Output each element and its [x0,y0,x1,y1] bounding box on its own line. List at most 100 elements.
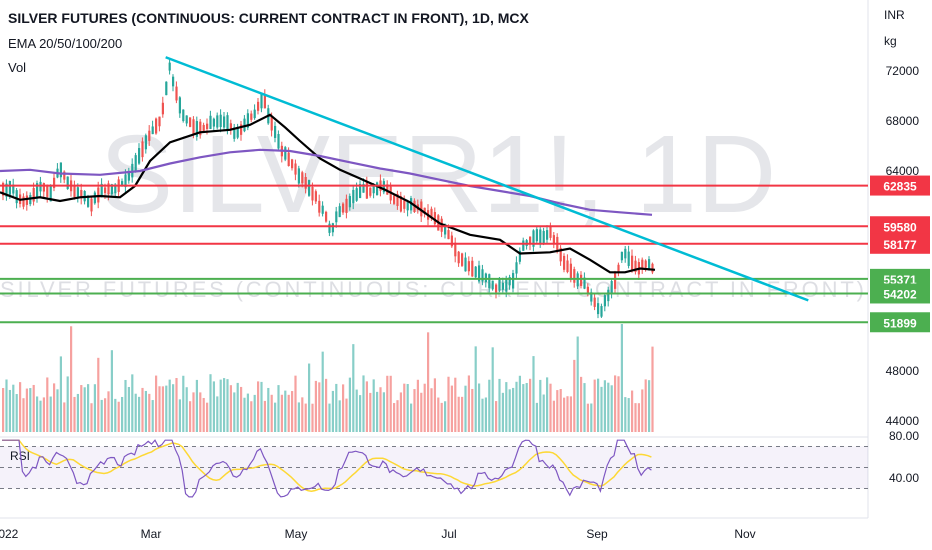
resistance-level-label: 59580 [883,220,917,234]
candle-body [549,226,552,238]
volume-bar [321,351,324,432]
volume-bar [117,401,120,432]
candle-body [522,240,525,251]
volume-bar [243,397,246,432]
candle-body [352,189,355,204]
volume-bar [229,385,232,432]
candle-body [304,176,307,189]
volume-bar [127,386,130,432]
candle-body [127,170,130,181]
volume-bar [8,389,11,432]
candle-body [342,203,345,213]
candle-body [365,182,368,199]
volume-bar [644,379,647,432]
candle-body [297,168,300,184]
volume-bar [416,379,419,432]
candle-body [155,118,158,134]
candle-body [189,117,192,127]
candle-body [107,183,110,195]
volume-bar [267,387,270,432]
candle-body [114,184,117,194]
volume-bar [277,385,280,432]
volume-bar [603,380,606,432]
volume-bar [362,375,365,432]
candle-body [627,251,630,266]
candle-body [226,115,229,130]
volume-bar [614,375,617,432]
volume-bar [532,356,535,432]
candle-body [331,223,334,233]
volume-bar [178,399,181,432]
volume-bar [12,384,15,432]
volume-bar [389,375,392,432]
candle-body [257,101,260,111]
candle-body [311,186,314,201]
candle-body [161,102,164,115]
rsi-ma-line [2,439,652,492]
unit-label: kg [884,34,897,48]
ema-legend[interactable]: EMA 20/50/100/200 [8,36,123,51]
volume-bar [365,381,368,432]
candle-body [284,147,287,160]
candle-body [406,201,409,211]
volume-bar [342,384,345,432]
candle-body [420,201,423,217]
candle-body [641,259,644,270]
candle-body [607,289,610,302]
volume-bar [491,347,494,432]
volume-bar [559,389,562,432]
volume-bar [104,398,107,432]
candle-body [583,277,586,289]
candle-body [467,261,470,272]
volume-bar [444,401,447,432]
volume-bar [107,391,110,432]
candle-body [121,181,124,187]
volume-bar [464,385,467,432]
candle-body [488,274,491,289]
candle-body [243,118,246,132]
candle-body [76,187,79,198]
candle-body [263,95,266,109]
volume-bar [168,379,171,432]
candle-body [5,183,8,197]
candle-body [597,303,600,315]
volume-bar [209,374,212,432]
candle-body [80,189,83,199]
candle-body [212,118,215,127]
candle-body [512,273,515,289]
volume-bar [386,375,389,432]
candle-body [461,253,464,266]
candle-body [651,263,654,273]
volume-bar [372,379,375,432]
candle-body [505,277,508,292]
volume-bar [66,376,69,432]
volume-bar [410,403,413,432]
candle-body [433,212,436,225]
candle-body [90,198,93,212]
candle-body [246,113,249,128]
rsi-tick-label: 80.00 [889,429,919,443]
volume-bar [484,397,487,432]
candle-body [495,284,498,293]
candle-body [624,248,627,259]
volume-bar [593,379,596,432]
candle-body [219,114,222,128]
volume-bar [631,390,634,432]
volume-bar [158,386,161,432]
chart-title: SILVER FUTURES (CONTINUOUS: CURRENT CONT… [8,10,529,26]
candle-body [600,306,603,317]
volume-bar [457,396,460,432]
volume-bar [263,400,266,432]
candle-body [291,159,294,169]
volume-legend[interactable]: Vol [8,60,27,75]
volume-bar [423,383,426,432]
volume-bar [648,380,651,432]
resistance-level-tag [870,175,930,196]
volume-bar [93,384,96,432]
volume-bar [148,393,151,432]
candle-body [93,192,96,204]
volume-bar [155,375,158,432]
volume-bar [586,403,589,432]
volume-bar [141,387,144,432]
